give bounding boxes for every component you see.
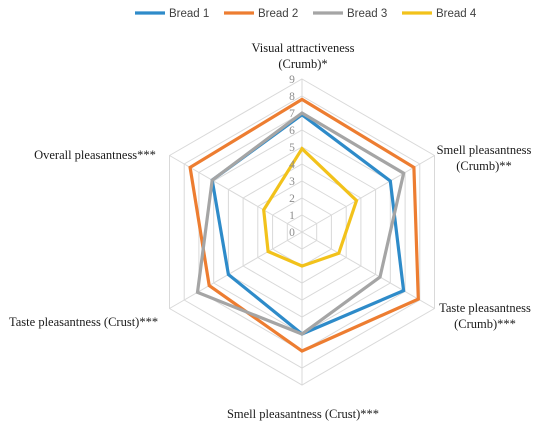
tick-label: 4: [289, 159, 295, 171]
series-line-3: [195, 111, 406, 336]
axis-label-6: Overall pleasantness***: [34, 148, 156, 162]
tick-label: 9: [289, 74, 295, 86]
radar-series: [188, 97, 420, 353]
axis-label-line: Visual attractiveness: [251, 41, 354, 55]
axis-label-line: (Crumb)*: [278, 57, 327, 71]
axis-label-line: Overall pleasantness***: [34, 148, 156, 162]
axis-labels: Visual attractiveness (Crumb)* Smell pleas…: [9, 41, 532, 421]
grid-spoke: [169, 231, 303, 309]
axis-label-line: Taste pleasantness (Crust)***: [9, 315, 158, 329]
axis-label-line: (Crumb)***: [454, 317, 516, 331]
tick-label: 6: [289, 125, 295, 137]
tick-label: 7: [289, 108, 295, 120]
tick-label: 0: [289, 227, 295, 239]
legend-label-3: Bread 3: [347, 8, 387, 20]
tick-label: 5: [289, 142, 295, 154]
axis-label-5: Taste pleasantness (Crust)***: [9, 315, 158, 329]
axis-label-line: Taste pleasantness: [439, 301, 531, 315]
axis-label-1: Visual attractiveness (Crumb)*: [251, 41, 354, 71]
legend-label-1: Bread 1: [169, 8, 209, 20]
tick-label: 2: [289, 193, 295, 205]
tick-label: 3: [289, 176, 295, 188]
axis-label-line: Smell pleasantness (Crust)***: [227, 407, 379, 421]
tick-label: 1: [289, 210, 295, 222]
axis-label-4: Smell pleasantness (Crust)***: [227, 407, 379, 421]
legend-label-4: Bread 4: [436, 8, 477, 20]
legend-label-2: Bread 2: [258, 8, 298, 20]
series-line-4: [262, 146, 359, 268]
legend: Bread 1 Bread 2 Bread 3 Bread 4: [135, 8, 477, 20]
radar-grid: [169, 78, 435, 386]
series-line-1: [210, 112, 406, 336]
tick-label: 8: [289, 91, 295, 103]
series-line-2: [188, 97, 420, 353]
axis-label-3: Taste pleasantness (Crumb)***: [439, 301, 531, 331]
axis-label-line: (Crumb)**: [456, 159, 512, 173]
radial-tick-labels: 0 1 2 3 4 5 6 7 8 9: [289, 74, 295, 239]
grid-spoke: [301, 231, 435, 309]
axis-label-2: Smell pleasantness (Crumb)**: [437, 143, 532, 173]
axis-label-line: Smell pleasantness: [437, 143, 532, 157]
